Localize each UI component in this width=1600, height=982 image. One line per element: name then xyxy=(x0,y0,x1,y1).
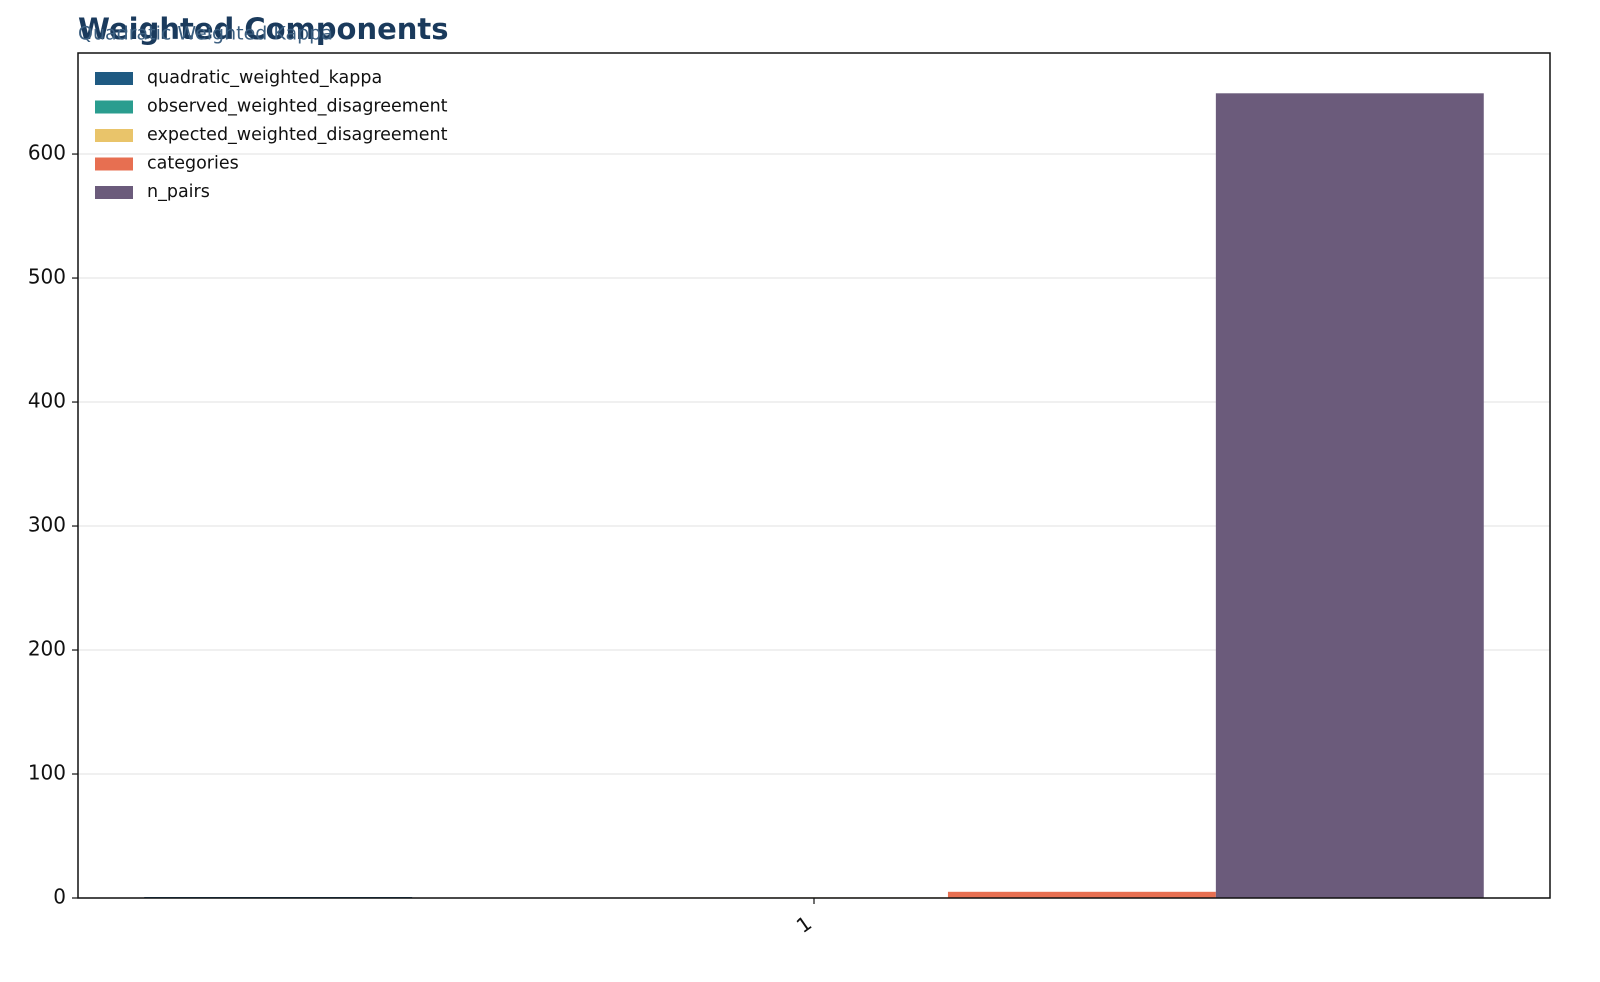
legend-swatch xyxy=(95,72,133,85)
legend-label: categories xyxy=(147,154,239,174)
y-tick-label: 0 xyxy=(53,885,66,909)
legend-swatch xyxy=(95,186,133,199)
legend-label: expected_weighted_disagreement xyxy=(147,125,448,145)
x-tick-label: 1 xyxy=(792,911,816,938)
y-tick-label: 100 xyxy=(28,761,66,785)
y-tick-label: 600 xyxy=(28,141,66,165)
legend-swatch xyxy=(95,158,133,171)
legend-label: n_pairs xyxy=(147,182,210,202)
y-tick-label: 400 xyxy=(28,389,66,413)
legend-swatch xyxy=(95,129,133,142)
legend-swatch xyxy=(95,101,133,114)
y-tick-label: 500 xyxy=(28,265,66,289)
bar xyxy=(1216,93,1484,898)
chart-subtitle: Quadratic Weighted Kappa xyxy=(78,23,333,45)
legend-label: quadratic_weighted_kappa xyxy=(147,68,382,88)
bar xyxy=(948,892,1216,898)
legend-label: observed_weighted_disagreement xyxy=(147,97,448,117)
y-tick-label: 300 xyxy=(28,513,66,537)
y-tick-label: 200 xyxy=(28,637,66,661)
